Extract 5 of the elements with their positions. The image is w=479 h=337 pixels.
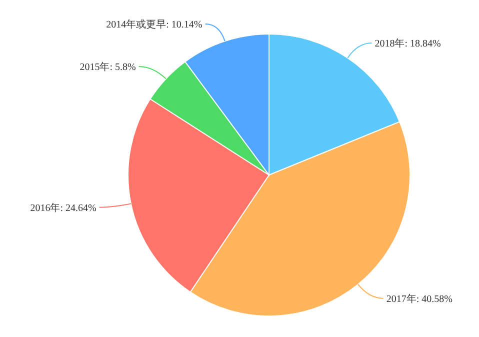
slice-label: 2015年: 5.8% <box>80 60 136 73</box>
slice-label: 2017年: 40.58% <box>386 292 452 305</box>
slice-label: 2014年或更早: 10.14% <box>106 18 202 30</box>
slice-label: 2018年: 18.84% <box>374 38 441 50</box>
slice-label: 2016年: 24.64% <box>30 202 96 214</box>
